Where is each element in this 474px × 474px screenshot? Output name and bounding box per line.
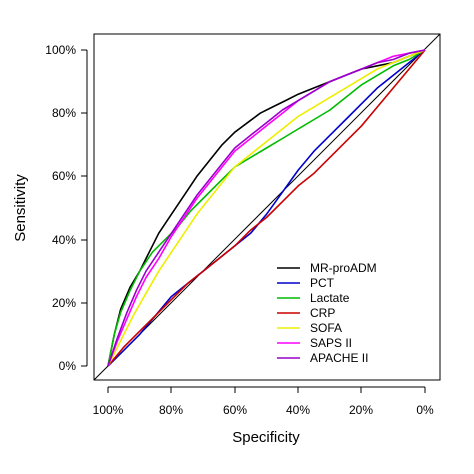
legend-label-sofa: SOFA [310, 321, 342, 335]
y-tick-label: 100% [45, 43, 76, 57]
series-group [107, 49, 426, 367]
y-tick-label: 0% [59, 359, 77, 373]
series-line-lactate [107, 49, 426, 367]
legend-label-apache-ii: APACHE II [310, 351, 368, 365]
x-tick-label: 100% [93, 403, 124, 417]
series-line-sofa [107, 49, 426, 367]
y-axis: 0% 20% 40% 60% 80% 100% [45, 43, 88, 373]
y-tick-label: 20% [52, 296, 76, 310]
x-tick-label: 40% [286, 403, 310, 417]
x-tick-label: 20% [349, 403, 373, 417]
x-axis-title: Specificity [232, 429, 300, 446]
reference-diagonal [93, 33, 441, 381]
series-line-apache-ii [107, 49, 426, 367]
x-tick-label: 60% [223, 403, 247, 417]
x-axis: 100% 80% 60% 40% 20% 0% [93, 386, 434, 417]
legend-label-mr-proadm: MR-proADM [310, 261, 377, 275]
plot-frame [93, 33, 441, 381]
y-axis-title: Sensitivity [12, 174, 29, 242]
legend-label-pct: PCT [310, 276, 335, 290]
legend-label-lactate: Lactate [310, 291, 350, 305]
legend: MR-proADM PCT Lactate CRP SOFA SAPS II A… [277, 261, 377, 365]
y-tick-label: 40% [52, 233, 76, 247]
y-tick-label: 60% [52, 169, 76, 183]
series-line-crp [107, 49, 426, 367]
y-tick-label: 80% [52, 106, 76, 120]
x-tick-label: 80% [159, 403, 183, 417]
x-tick-label: 0% [416, 403, 434, 417]
legend-label-crp: CRP [310, 306, 335, 320]
legend-label-saps-ii: SAPS II [310, 336, 352, 350]
